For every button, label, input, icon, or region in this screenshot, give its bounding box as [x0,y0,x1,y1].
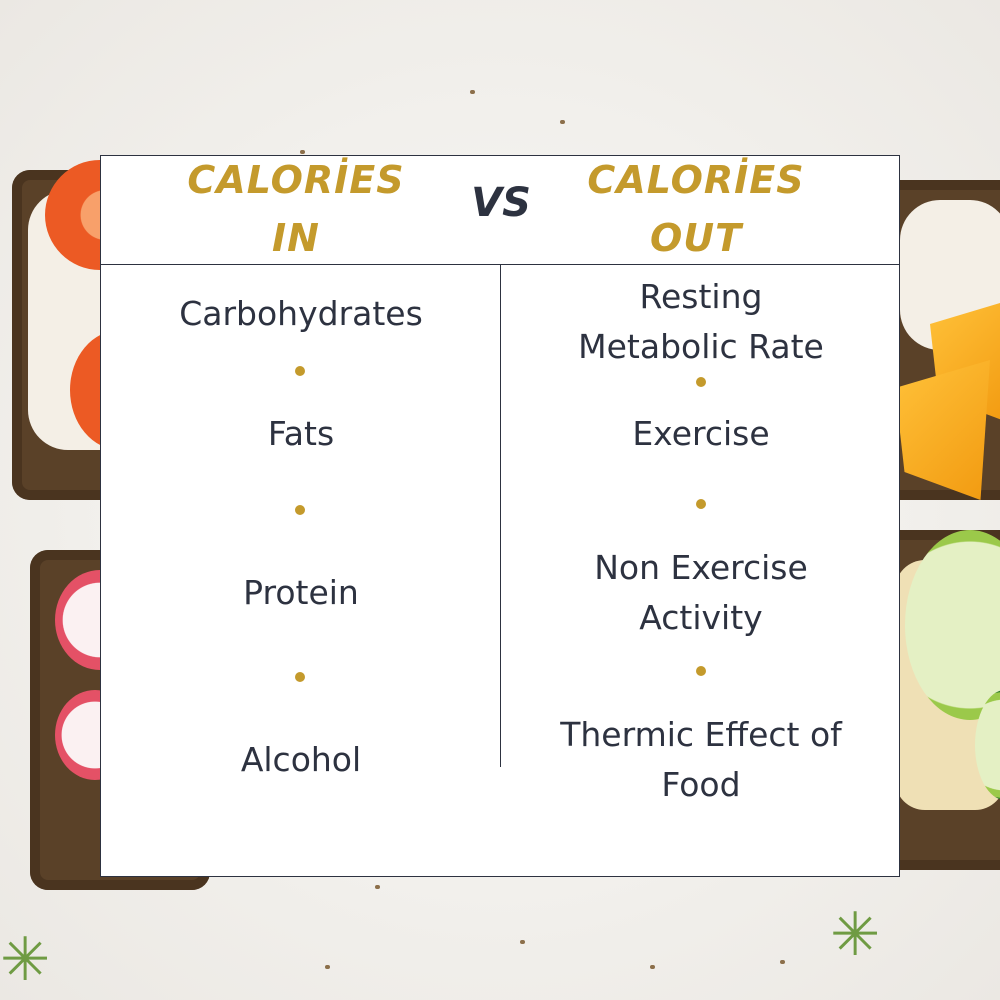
calories-out-heading-line2: OUT [649,216,743,260]
seed-speck [780,960,785,964]
cucumber-slice [905,530,1000,720]
bullet-dot [696,377,706,387]
calories-out-item-line1: Thermic Effect of [560,715,842,754]
calories-out-item-line2: Metabolic Rate [578,327,824,366]
calories-out-item: Exercise [501,409,901,459]
dill-sprig: ✳ [0,925,51,995]
calories-out-heading: CALORİES OUT [541,151,851,267]
bullet-dot [295,505,305,515]
column-divider [500,265,501,767]
calories-in-heading-line2: IN [272,216,320,260]
seed-speck [375,885,380,889]
seed-speck [325,965,330,969]
calories-out-item: Thermic Effect of Food [501,710,901,810]
calories-out-item-line1: Resting [639,277,763,316]
calories-out-item: Resting Metabolic Rate [501,272,901,372]
comparison-card: CALORİES IN VS CALORİES OUT Carbohydrate… [100,155,900,877]
bullet-dot [696,499,706,509]
vs-label: VS [471,180,531,226]
calories-out-item-line1: Non Exercise [594,548,808,587]
seed-speck [300,150,305,154]
bullet-dot [295,672,305,682]
card-header: CALORİES IN VS CALORİES OUT [101,156,899,265]
seed-speck [520,940,525,944]
bullet-dot [295,366,305,376]
dill-sprig: ✳ [830,900,881,970]
seed-speck [470,90,475,94]
seed-speck [560,120,565,124]
bullet-dot [696,666,706,676]
seed-speck [650,965,655,969]
calories-out-item-line2: Food [661,765,741,804]
calories-out-item-line2: Activity [639,598,763,637]
calories-in-heading: CALORİES IN [141,151,451,267]
calories-in-item: Alcohol [240,740,362,779]
calories-out-item: Non Exercise Activity [501,543,901,643]
calories-out-heading-line1: CALORİES [587,158,805,202]
calories-in-heading-line1: CALORİES [187,158,405,202]
calories-in-item: Protein [243,573,359,612]
calories-in-item: Fats [267,414,335,453]
calories-out-item-line1: Exercise [632,414,770,453]
calories-in-item: Carbohydrates [179,294,423,333]
